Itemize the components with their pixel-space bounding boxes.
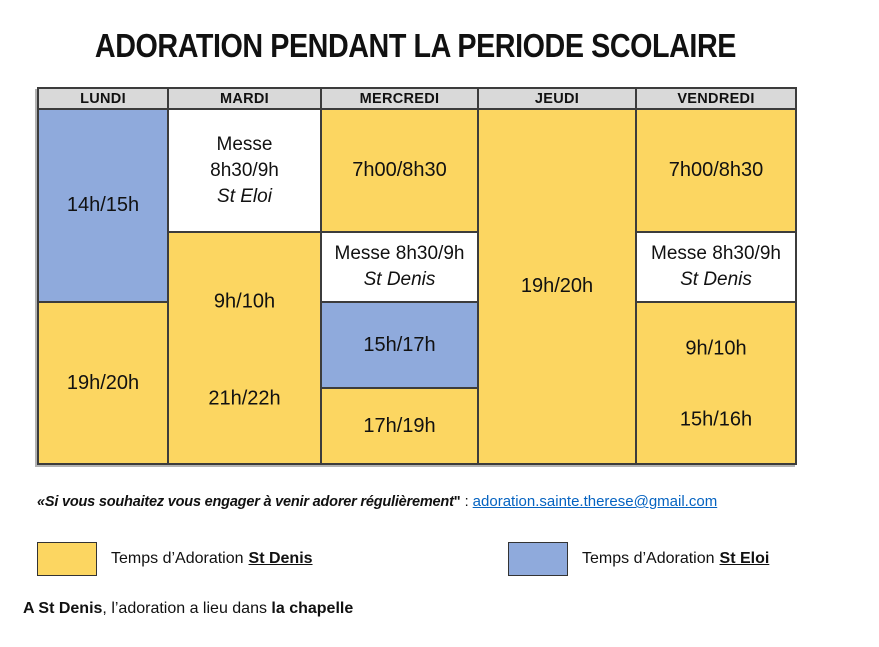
time-label: 9h/10h <box>685 337 747 360</box>
legend-text: Temps d’Adoration <box>111 550 244 567</box>
cell-vendredi-adoration-st-denis-matin: 7h00/8h30 <box>637 110 795 233</box>
adoration-schedule-table: LUNDI 14h/15h 19h/20h MARDI Messe 8h30/9… <box>37 87 797 465</box>
email-link[interactable]: adoration.sainte.therese@gmail.com <box>472 493 718 510</box>
messe-place: St Denis <box>363 269 436 290</box>
time-label: 19h/20h <box>66 371 140 394</box>
messe-place: St Eloi <box>217 185 272 207</box>
page-title: ADORATION PENDANT LA PERIODE SCOLAIRE <box>37 28 793 64</box>
legend: Temps d’Adoration St Denis Temps d’Adorat… <box>37 542 793 580</box>
time-label: 15h/16h <box>679 408 753 431</box>
note-bold-tail: la chapelle <box>271 600 354 617</box>
time-label: 9h/10h <box>213 290 276 313</box>
cell-mercredi-adoration-st-denis-matin: 7h00/8h30 <box>322 110 477 233</box>
time-label: 19h/20h <box>520 275 594 297</box>
cell-mercredi-messe-st-denis: Messe 8h30/9h St Denis <box>322 233 477 303</box>
cell-mardi-messe-st-eloi: Messe 8h30/9h St Eloi <box>169 110 320 233</box>
column-vendredi: VENDREDI 7h00/8h30 Messe 8h30/9h St Deni… <box>637 89 795 463</box>
note-middle: , l’adoration a lieu dans <box>102 600 272 617</box>
note-bold-lead: A St Denis <box>23 600 103 617</box>
messe-label: Messe 8h30/9h <box>334 243 465 264</box>
time-label: 21h/22h <box>208 387 281 410</box>
page-title-text: ADORATION PENDANT LA PERIODE SCOLAIRE <box>94 27 736 64</box>
quote-close: " <box>453 494 461 510</box>
legend-item-st-denis: Temps d’Adoration St Denis <box>37 542 313 576</box>
legend-item-st-eloi: Temps d’Adoration St Eloi <box>508 542 769 576</box>
column-mardi: MARDI Messe 8h30/9h St Eloi 9h/10h 21h/2… <box>169 89 322 463</box>
cell-mercredi-adoration-st-eloi: 15h/17h <box>322 303 477 389</box>
signup-quote-text: «Si vous souhaitez vous engager à venir … <box>37 494 454 510</box>
column-mercredi: MERCREDI 7h00/8h30 Messe 8h30/9h St Deni… <box>322 89 479 463</box>
chapel-note: A St Denis, l’adoration a lieu dans la c… <box>23 600 793 618</box>
cell-lundi-adoration-st-eloi: 14h/15h <box>39 110 167 303</box>
messe-label: Messe <box>216 133 273 155</box>
legend-place-st-denis: St Denis <box>248 550 313 567</box>
legend-place-st-eloi: St Eloi <box>719 550 770 567</box>
document-content: ADORATION PENDANT LA PERIODE SCOLAIRE LU… <box>23 0 797 618</box>
messe-time: 8h30/9h <box>210 159 279 181</box>
column-header-vendredi: VENDREDI <box>637 89 795 110</box>
column-header-jeudi: JEUDI <box>479 89 635 110</box>
time-label: 15h/17h <box>363 333 436 356</box>
cell-vendredi-messe-st-denis: Messe 8h30/9h St Denis <box>637 233 795 303</box>
cell-vendredi-adoration-st-denis-aprem: 9h/10h 15h/16h <box>637 303 795 463</box>
cell-mardi-adoration-st-denis: 9h/10h 21h/22h <box>169 233 320 463</box>
quote-separator: : <box>460 494 473 510</box>
cell-mercredi-adoration-st-denis-soir: 17h/19h <box>322 389 477 463</box>
column-lundi: LUNDI 14h/15h 19h/20h <box>39 89 169 463</box>
time-label: 14h/15h <box>66 194 140 216</box>
column-header-lundi: LUNDI <box>39 89 167 110</box>
legend-label-st-eloi: Temps d’Adoration St Eloi <box>582 550 769 568</box>
st-denis-color-swatch <box>37 542 97 576</box>
column-header-mercredi: MERCREDI <box>322 89 477 110</box>
column-jeudi: JEUDI 19h/20h <box>479 89 637 463</box>
st-eloi-color-swatch <box>508 542 568 576</box>
column-header-mardi: MARDI <box>169 89 320 110</box>
cell-jeudi-adoration-st-denis: 19h/20h <box>479 110 635 463</box>
time-label: 7h00/8h30 <box>668 159 764 181</box>
signup-invitation: «Si vous souhaitez vous engager à venir … <box>37 493 793 510</box>
time-label: 17h/19h <box>363 414 436 437</box>
cell-lundi-adoration-st-denis: 19h/20h <box>39 303 167 463</box>
legend-text: Temps d’Adoration <box>582 550 715 567</box>
legend-label-st-denis: Temps d’Adoration St Denis <box>111 550 313 568</box>
messe-place: St Denis <box>680 269 752 290</box>
time-label: 7h00/8h30 <box>352 159 447 181</box>
messe-label: Messe 8h30/9h <box>651 243 781 264</box>
